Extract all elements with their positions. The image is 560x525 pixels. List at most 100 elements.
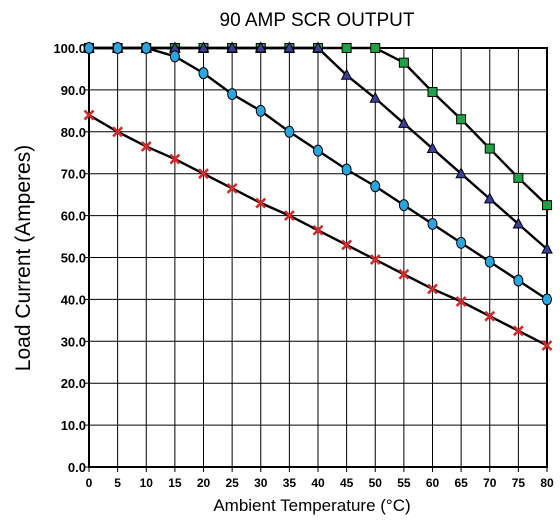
x-tick-label: 75	[512, 476, 526, 490]
y-tick-label: 80.0	[61, 125, 86, 140]
data-point-x	[198, 168, 209, 180]
y-axis: 0.0 10.0 20.0 30.0 40.0 50.0 60.0 70.0 80.0 90.0 1…	[53, 41, 89, 475]
data-point-circle	[141, 42, 152, 54]
y-tick-label: 10.0	[61, 418, 86, 433]
data-point-circle	[169, 50, 180, 63]
data-point-circle	[313, 144, 323, 157]
data-point-circle	[513, 274, 524, 287]
x-tick-label: 50	[369, 476, 383, 490]
y-tick-label: 60.0	[61, 209, 86, 224]
y-tick-label: 0.0	[68, 460, 86, 475]
data-point-triangle	[254, 41, 267, 53]
grid-lines	[89, 48, 547, 467]
data-point-square	[484, 143, 495, 154]
y-tick-label: 70.0	[61, 167, 86, 182]
x-tick-label: 70	[483, 476, 497, 490]
x-tick-label: 60	[426, 476, 440, 490]
data-point-x-stroke	[398, 268, 410, 280]
x-tick-label: 5	[114, 476, 121, 490]
data-point-circle	[456, 236, 467, 249]
data-point-triangle	[226, 41, 238, 53]
data-point-circle	[370, 180, 381, 193]
data-point-triangle	[197, 41, 210, 53]
data-point-x	[283, 210, 295, 222]
y-tick-label: 90.0	[61, 83, 86, 98]
data-point-square	[427, 86, 438, 97]
data-point-triangle	[369, 91, 382, 103]
x-tick-label: 30	[254, 476, 268, 490]
data-point-circle	[542, 293, 552, 306]
data-point-x-stroke	[226, 182, 238, 194]
data-point-x-stroke	[341, 239, 353, 251]
data-point-triangle	[512, 217, 525, 229]
data-point-x-stroke	[255, 197, 267, 209]
x-tick-label: 10	[140, 476, 154, 490]
data-point-x-stroke	[198, 168, 209, 180]
x-tick-label: 15	[168, 476, 182, 490]
data-point-x-stroke	[369, 254, 381, 266]
x-tick-label: 0	[86, 476, 93, 490]
data-point-square	[398, 57, 409, 68]
data-point-x	[255, 197, 267, 209]
data-point-x	[541, 340, 553, 351]
x-tick-label: 65	[454, 476, 468, 490]
data-point-x	[112, 126, 124, 138]
data-point-triangle	[541, 242, 553, 254]
data-point-triangle	[426, 141, 439, 154]
x-tick-label: 55	[397, 476, 411, 490]
data-point-circle	[284, 125, 295, 138]
data-point-circle	[398, 199, 409, 212]
data-point-x	[369, 254, 381, 266]
data-point-square	[370, 43, 381, 53]
data-point-circle	[484, 255, 495, 268]
data-point-x-stroke	[512, 325, 524, 337]
data-point-x	[341, 239, 353, 251]
data-point-x-stroke	[312, 224, 324, 236]
data-point-square	[456, 114, 467, 125]
data-point-x	[169, 153, 181, 165]
chart-title: 90 AMP SCR OUTPUT	[220, 10, 415, 31]
x-axis-label: Ambient Temperature (°C)	[213, 496, 410, 515]
data-point-x-stroke	[427, 283, 438, 295]
data-point-x-stroke	[83, 109, 95, 121]
series-circle	[84, 42, 552, 306]
data-point-triangle	[483, 192, 496, 204]
data-point-circle	[427, 217, 438, 230]
x-tick-label: 20	[197, 476, 211, 490]
data-point-triangle	[398, 116, 410, 128]
x-tick-label: 45	[340, 476, 354, 490]
data-point-triangle	[283, 41, 296, 53]
y-tick-label: 20.0	[61, 376, 86, 391]
data-point-x-stroke	[283, 210, 295, 222]
y-tick-label: 50.0	[61, 251, 86, 266]
data-point-x	[484, 310, 496, 322]
data-point-x-stroke	[112, 126, 124, 138]
data-point-x	[427, 283, 438, 295]
data-point-x-stroke	[484, 310, 496, 322]
data-point-circle	[255, 104, 266, 117]
x-tick-label: 25	[225, 476, 239, 490]
data-point-x	[83, 109, 95, 121]
y-axis-label: Load Current (Amperes)	[12, 145, 35, 371]
y-tick-label: 30.0	[61, 334, 86, 349]
data-point-x	[398, 268, 410, 280]
x-tick-label: 35	[283, 476, 297, 490]
x-tick-label: 40	[311, 476, 325, 490]
data-point-square	[341, 43, 352, 53]
x-tick-label: 80	[540, 476, 554, 490]
series-x	[83, 109, 553, 351]
data-point-x	[140, 141, 152, 152]
data-point-triangle	[340, 68, 353, 80]
data-point-x-stroke	[541, 340, 553, 351]
data-point-triangle	[455, 167, 467, 179]
data-point-x	[455, 296, 467, 307]
data-point-circle	[84, 42, 94, 54]
data-point-circle	[198, 67, 209, 80]
data-point-circle	[227, 88, 238, 101]
data-point-circle	[341, 163, 352, 176]
data-point-square	[542, 200, 552, 211]
data-point-x-stroke	[455, 296, 467, 307]
series-group	[83, 41, 553, 351]
data-point-x	[512, 325, 524, 337]
